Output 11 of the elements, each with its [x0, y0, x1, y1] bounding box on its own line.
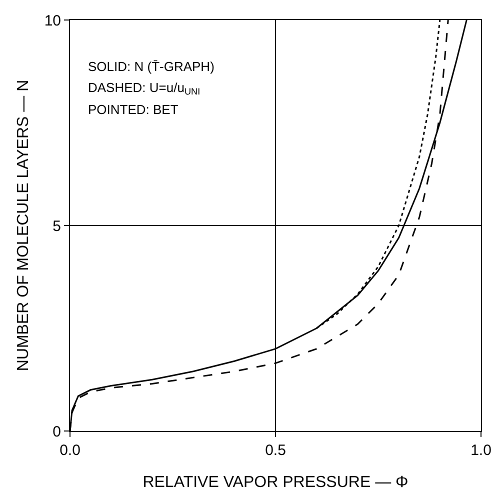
x-tick-label: 0.0 — [60, 442, 80, 459]
x-tick-label: 1.0 — [470, 442, 492, 459]
annotation: POINTED: BET — [88, 102, 178, 117]
annotation: SOLID: N (T̄-GRAPH) — [88, 59, 214, 74]
x-tick-label: 0.5 — [265, 442, 286, 459]
annotation: DASHED: U=u/u$_{UNI}$ — [88, 80, 200, 97]
y-tick-label: 5 — [52, 218, 61, 235]
y-axis-title: NUMBER OF MOLECULE LAYERS — N — [15, 80, 32, 372]
x-axis-title: RELATIVE VAPOR PRESSURE — Φ — [142, 474, 408, 491]
y-tick-label: 10 — [44, 12, 61, 30]
y-tick-label: 0 — [52, 423, 61, 440]
